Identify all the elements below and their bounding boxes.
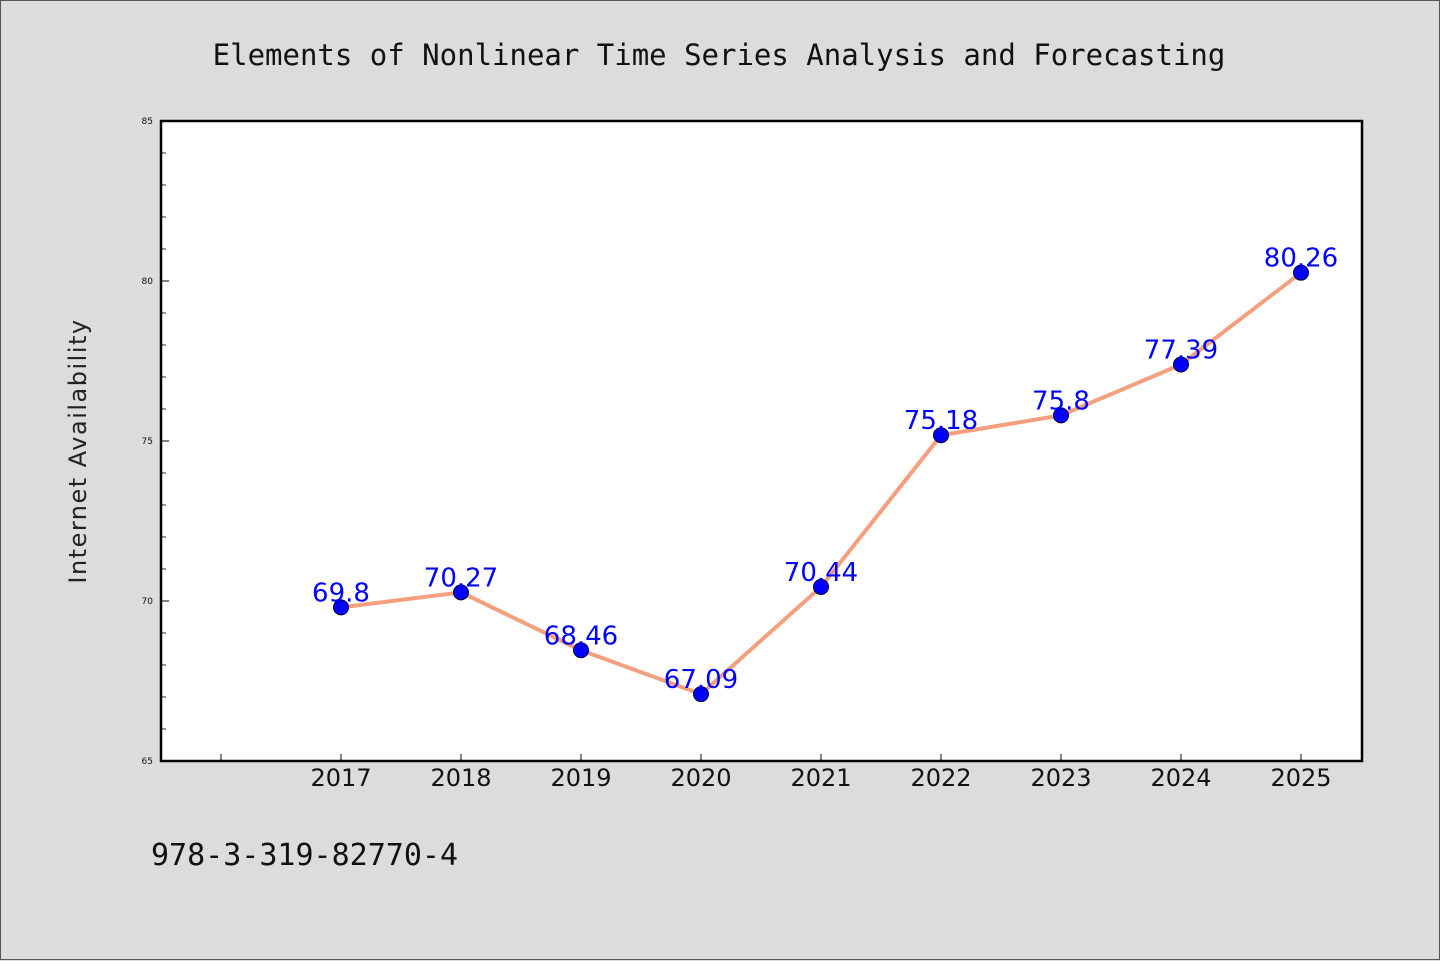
data-point-marker: [693, 686, 709, 703]
y-tick-label: 85: [142, 117, 153, 127]
y-tick-label: 65: [142, 757, 153, 767]
x-tick-label: 2018: [430, 764, 491, 792]
data-label: 80.26: [1264, 244, 1338, 274]
data-labels: 69.8 70.27 68.46 67.09 70.44 75.18 75.8 77.39 80…: [312, 244, 1338, 695]
data-point-marker: [573, 642, 589, 659]
x-tick-label: 2023: [1030, 764, 1091, 792]
y-axis-label: Internet Availability: [64, 318, 92, 583]
data-markers: [333, 264, 1309, 703]
chart-title: Elements of Nonlinear Time Series Analys…: [213, 38, 1226, 72]
y-tick-label: 80: [142, 277, 154, 287]
data-point-marker: [1173, 356, 1189, 373]
x-axis-ticks: 2017 2018 2019 2020 2021 2022 2023 2024 2025: [220, 754, 1332, 792]
data-point-marker: [1053, 407, 1069, 424]
data-point-marker: [1293, 264, 1309, 281]
x-tick-label: 2021: [790, 764, 851, 792]
x-tick-label: 2024: [1150, 764, 1211, 792]
data-point-marker: [333, 599, 349, 616]
y-tick-label: 75: [142, 437, 153, 447]
data-label: 69.8: [312, 578, 370, 608]
data-point-marker: [453, 584, 469, 601]
data-label: 70.44: [784, 558, 858, 588]
data-label: 77.39: [1144, 336, 1218, 366]
x-tick-label: 2022: [910, 764, 971, 792]
plot-frame: [159, 119, 1364, 763]
data-label: 75.8: [1032, 386, 1090, 416]
x-tick-label: 2025: [1270, 764, 1331, 792]
data-point-marker: [933, 427, 949, 444]
data-label: 75.18: [904, 406, 978, 436]
x-tick-label: 2020: [670, 764, 731, 792]
x-tick-label: 2017: [310, 764, 371, 792]
x-tick-label: 2019: [550, 764, 611, 792]
data-label: 68.46: [544, 621, 618, 651]
data-point-marker: [813, 578, 829, 595]
y-tick-label: 70: [142, 597, 154, 607]
plot-area: [161, 121, 1362, 761]
data-label: 67.09: [664, 665, 738, 695]
footer-isbn: 978-3-319-82770-4: [151, 838, 458, 873]
data-label: 70.27: [424, 563, 498, 593]
